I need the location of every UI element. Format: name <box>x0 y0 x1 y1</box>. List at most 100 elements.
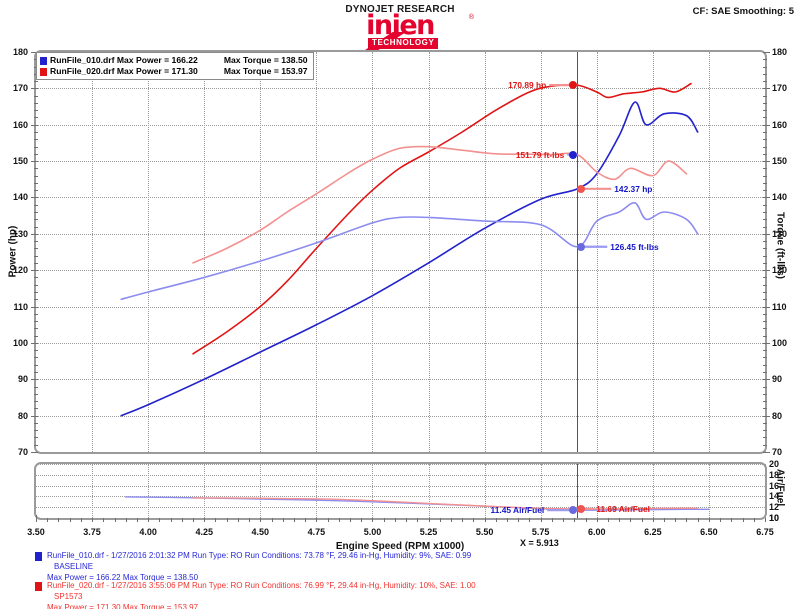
x-tickmark <box>271 518 273 522</box>
x-tickmark <box>305 518 307 522</box>
y-tickmark <box>34 328 38 330</box>
x-tickmark <box>58 518 60 522</box>
y-tick-left-180: 180 <box>12 47 28 57</box>
data-point-marker <box>577 242 586 251</box>
main-gridline-h-150 <box>36 161 765 163</box>
x-tickmark <box>170 518 172 522</box>
y-tick-af-16: 16 <box>769 480 780 491</box>
y-tickmark <box>34 393 38 395</box>
x-tickmark <box>596 518 598 522</box>
x-tickmark <box>697 518 699 522</box>
x-tickmark <box>708 518 710 522</box>
x-tickmark <box>406 518 408 522</box>
correction-factor-label: CF: SAE Smoothing: 5 <box>692 6 794 17</box>
data-point-callout: 142.37 hp <box>614 183 653 194</box>
injen-logo: injen ® TECHNOLOGY <box>310 12 490 52</box>
x-tickmark <box>607 518 609 522</box>
x-tickmark <box>114 518 116 522</box>
x-tickmark <box>361 518 363 522</box>
af-gridline-h-20 <box>36 464 765 465</box>
af-gridline-v-6.75 <box>765 464 766 518</box>
main-gridline-v-5.25 <box>428 52 430 452</box>
y-tickmark <box>763 204 767 206</box>
run2-line3: Max Power = 171.30 Max Torque = 153.97 <box>47 603 199 609</box>
y-tickmark <box>763 401 767 403</box>
x-tickmark <box>383 518 385 522</box>
y-tickmark <box>31 452 38 453</box>
y-tickmark <box>34 146 38 148</box>
y-tickmark <box>763 219 767 221</box>
main-gridline-h-130 <box>36 233 765 235</box>
x-tickmark <box>80 518 82 522</box>
y-tickmark <box>763 241 767 243</box>
y-tick-left-80: 80 <box>17 410 28 421</box>
y-tickmark <box>34 153 38 155</box>
y-tick-right-150: 150 <box>772 156 788 167</box>
data-point-callout: 11.69 Air/Fuel <box>596 503 650 514</box>
data-point-callout: 151.79 ft-lbs <box>515 149 565 160</box>
y-tickmark <box>34 444 38 446</box>
x-tickmark <box>473 518 475 522</box>
y-tickmark <box>763 190 767 192</box>
y-tickmark <box>763 430 767 432</box>
run-legend-swatch-2 <box>34 581 43 592</box>
y-tickmark <box>763 88 770 90</box>
x-tickmark <box>428 518 430 522</box>
x-tickmark <box>507 518 509 522</box>
main-gridline-v-6.5 <box>708 52 710 452</box>
y-tickmark <box>31 88 38 90</box>
y-tickmark <box>34 241 38 243</box>
y-tickmark <box>34 132 38 133</box>
y-tickmark <box>763 292 767 293</box>
x-tickmark <box>630 518 632 522</box>
y-tickmark <box>34 190 38 192</box>
y-tickmark <box>31 197 38 199</box>
y-tick-left-130: 130 <box>12 228 28 239</box>
y-tick-left-140: 140 <box>12 192 28 203</box>
power-torque-plot <box>34 50 767 454</box>
x-tick-5.75: 5.75 <box>531 527 550 537</box>
y-tickmark <box>763 153 767 155</box>
y-tick-af-10: 10 <box>769 513 780 523</box>
legend-run1-power: RunFile_010.drf Max Power = 166.22 <box>50 55 198 65</box>
y-tickmark <box>31 233 38 235</box>
run2-line1: RunFile_020.drf - 1/27/2016 3:55:06 PM R… <box>47 581 476 590</box>
y-tickmark <box>763 372 767 373</box>
run1-line1: RunFile_010.drf - 1/27/2016 2:01:32 PM R… <box>47 551 472 560</box>
x-tickmark <box>282 518 284 522</box>
y-tickmark <box>34 357 38 359</box>
y-tickmark <box>763 306 770 308</box>
x-tickmark <box>69 518 71 522</box>
run-legend-item-2: RunFile_020.drf - 1/27/2016 3:55:06 PM R… <box>34 580 476 609</box>
y-tickmark <box>34 204 38 206</box>
legend-swatch-run1 <box>40 56 47 65</box>
y-tickmark <box>34 372 38 373</box>
y-tickmark <box>34 292 38 293</box>
x-tick-6.25: 6.25 <box>644 527 662 537</box>
y-tick-af-12: 12 <box>769 502 780 513</box>
x-tick-5.00: 5.00 <box>363 527 382 537</box>
legend-run1-torque: Max Torque = 138.50 <box>223 55 308 65</box>
y-tickmark <box>763 299 767 301</box>
y-tick-left-90: 90 <box>17 374 28 385</box>
y-tickmark <box>31 379 38 381</box>
x-tick-5.25: 5.25 <box>419 527 438 537</box>
y-tick-af-18: 18 <box>769 469 780 480</box>
y-tickmark <box>763 321 767 323</box>
plot-legend-box: RunFile_010.drf Max Power = 166.22 Max T… <box>36 52 314 80</box>
y-tickmark <box>763 313 767 315</box>
y-tickmark <box>31 306 38 308</box>
y-tickmark <box>763 248 767 250</box>
y-axis-left-title: Power (hp) <box>7 225 19 278</box>
page-title: DYNOJET RESEARCH <box>345 4 455 15</box>
y-tick-left-110: 110 <box>13 301 28 312</box>
y-tickmark <box>34 422 38 424</box>
y-tickmark <box>763 226 767 228</box>
data-point-marker <box>569 150 578 159</box>
y-tick-left-100: 100 <box>12 337 28 348</box>
af-gridline-v-3.75 <box>92 464 94 518</box>
x-tickmark <box>148 518 150 522</box>
y-tickmark <box>763 408 767 410</box>
legend-row-run2: RunFile_020.drf Max Power = 171.30 Max T… <box>40 66 308 77</box>
y-tick-right-160: 160 <box>772 119 788 130</box>
